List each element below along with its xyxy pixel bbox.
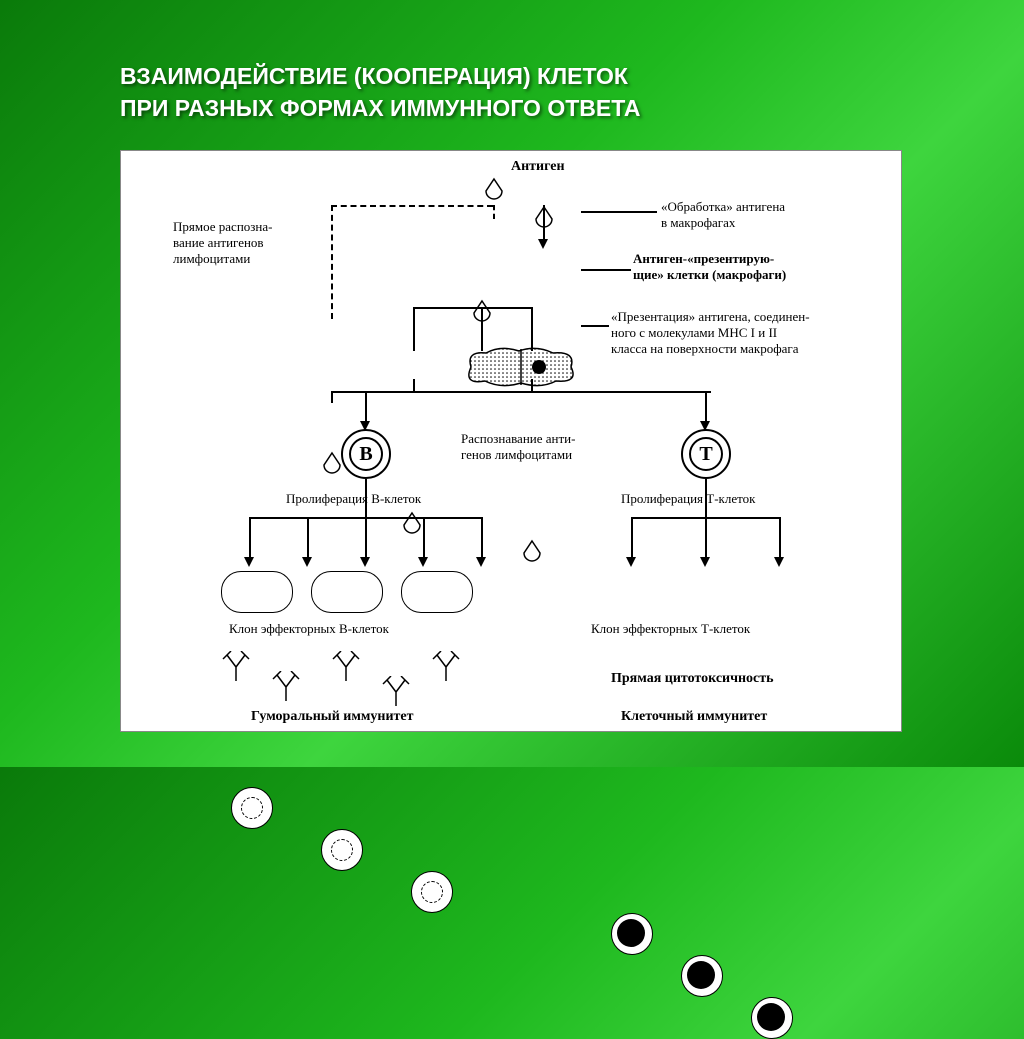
label-recognition: Распознавание анти-генов лимфоцитами [461,431,641,463]
antibody-icon [431,651,461,681]
effector-t-cell-icon [681,955,723,997]
flow-line [531,379,533,391]
antigen-drop-icon [521,539,543,567]
antibody-icon [271,671,301,701]
flow-line [413,307,415,351]
flow-line [331,205,493,207]
flow-line [365,479,367,517]
arrowhead-icon [476,557,486,567]
effector-b-pair [221,571,293,613]
flow-line [705,479,707,517]
flow-line [331,205,333,319]
label-prolif-t: Пролиферация Т-клеток [621,491,755,507]
arrowhead-icon [538,239,548,249]
flow-line [705,519,707,559]
flow-line [483,307,533,309]
flow-line [481,307,483,351]
antibody-icon [221,651,251,681]
effector-b-cell-icon [411,871,453,913]
arrowhead-icon [774,557,784,567]
effector-b-cell-icon [231,787,273,829]
label-prolif-b: Пролиферация В-клеток [286,491,421,507]
arrowhead-icon [700,557,710,567]
arrowhead-icon [244,557,254,567]
immune-response-diagram: Антиген Прямое распозна-вание антигеновл… [120,150,902,732]
b-cell-letter: B [349,437,383,471]
flow-line [307,519,309,559]
flow-line [531,307,533,351]
effector-b-cell-icon [321,829,363,871]
label-apc: Антиген-«презентирую-щие» клетки (макроф… [633,251,863,283]
slide-title: ВЗАИМОДЕЙСТВИЕ (КООПЕРАЦИЯ) КЛЕТОК ПРИ Р… [120,60,640,124]
title-line1: ВЗАИМОДЕЙСТВИЕ (КООПЕРАЦИЯ) КЛЕТОК [120,60,640,92]
b-cell-icon: B [341,429,391,479]
label-antigen: Антиген [511,159,565,175]
arrowhead-icon [360,557,370,567]
label-clone-t: Клон эффекторных Т-клеток [591,621,750,637]
flow-line [481,519,483,559]
antibody-icon [331,651,361,681]
flow-line [365,519,367,559]
label-clone-b: Клон эффекторных В-клеток [229,621,389,637]
arrowhead-icon [418,557,428,567]
flow-line [581,269,631,271]
arrowhead-icon [302,557,312,567]
antigen-drop-icon [401,511,423,539]
flow-line [493,205,495,219]
macrophage-icon [461,343,581,391]
flow-line [249,519,251,559]
effector-b-pair [401,571,473,613]
flow-line [581,325,609,327]
flow-line [331,391,711,393]
t-cell-letter: T [689,437,723,471]
flow-line [413,307,483,309]
flow-line [365,393,367,423]
flow-line [631,519,633,559]
flow-line [423,519,425,559]
effector-b-pair [311,571,383,613]
flow-line [581,211,657,213]
effector-t-cell-icon [611,913,653,955]
antibody-icon [381,676,411,706]
title-line2: ПРИ РАЗНЫХ ФОРМАХ ИММУННОГО ОТВЕТА [120,92,640,124]
label-presentation: «Презентация» антигена, соединен-ного с … [611,309,871,357]
flow-line [543,205,545,241]
label-cytotox: Прямая цитотоксичность [611,671,774,687]
antigen-drop-icon [483,177,505,205]
arrowhead-icon [626,557,636,567]
flow-line [413,379,415,391]
label-processing: «Обработка» антигенав макрофагах [661,199,861,231]
t-cell-icon: T [681,429,731,479]
label-direct-recognition: Прямое распозна-вание антигеновлимфоцита… [173,219,333,267]
label-humoral: Гуморальный иммунитет [251,709,414,725]
flow-line [779,519,781,559]
antigen-drop-icon [321,451,343,479]
flow-line [705,393,707,423]
label-cellular: Клеточный иммунитет [621,709,767,725]
effector-t-cell-icon [751,997,793,1039]
